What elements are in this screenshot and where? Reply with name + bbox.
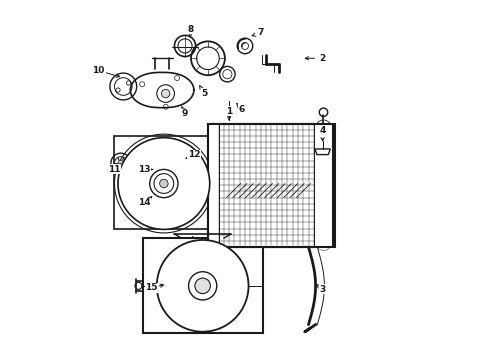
Text: 12: 12 [188, 150, 200, 159]
Bar [208, 123, 335, 247]
Text: 11: 11 [108, 165, 121, 174]
Text: 2: 2 [319, 54, 326, 63]
Text: 13: 13 [138, 165, 151, 174]
Circle shape [118, 160, 123, 166]
Text: 7: 7 [258, 28, 264, 37]
Text: 5: 5 [201, 89, 208, 98]
Text: 4: 4 [319, 126, 326, 135]
Polygon shape [315, 149, 330, 154]
Text: 1: 1 [226, 107, 232, 116]
Polygon shape [115, 136, 212, 229]
Text: 15: 15 [145, 283, 158, 292]
Circle shape [161, 89, 170, 98]
Text: 8: 8 [187, 24, 194, 33]
Text: 10: 10 [93, 66, 105, 75]
Text: 9: 9 [182, 109, 188, 118]
Circle shape [195, 278, 210, 294]
Text: 3: 3 [319, 285, 326, 294]
Circle shape [157, 240, 248, 332]
Bar [143, 238, 263, 333]
Text: 6: 6 [238, 105, 245, 114]
Polygon shape [130, 72, 194, 108]
Circle shape [154, 174, 174, 193]
Circle shape [160, 179, 168, 188]
Circle shape [118, 138, 210, 229]
Text: 14: 14 [138, 198, 151, 207]
